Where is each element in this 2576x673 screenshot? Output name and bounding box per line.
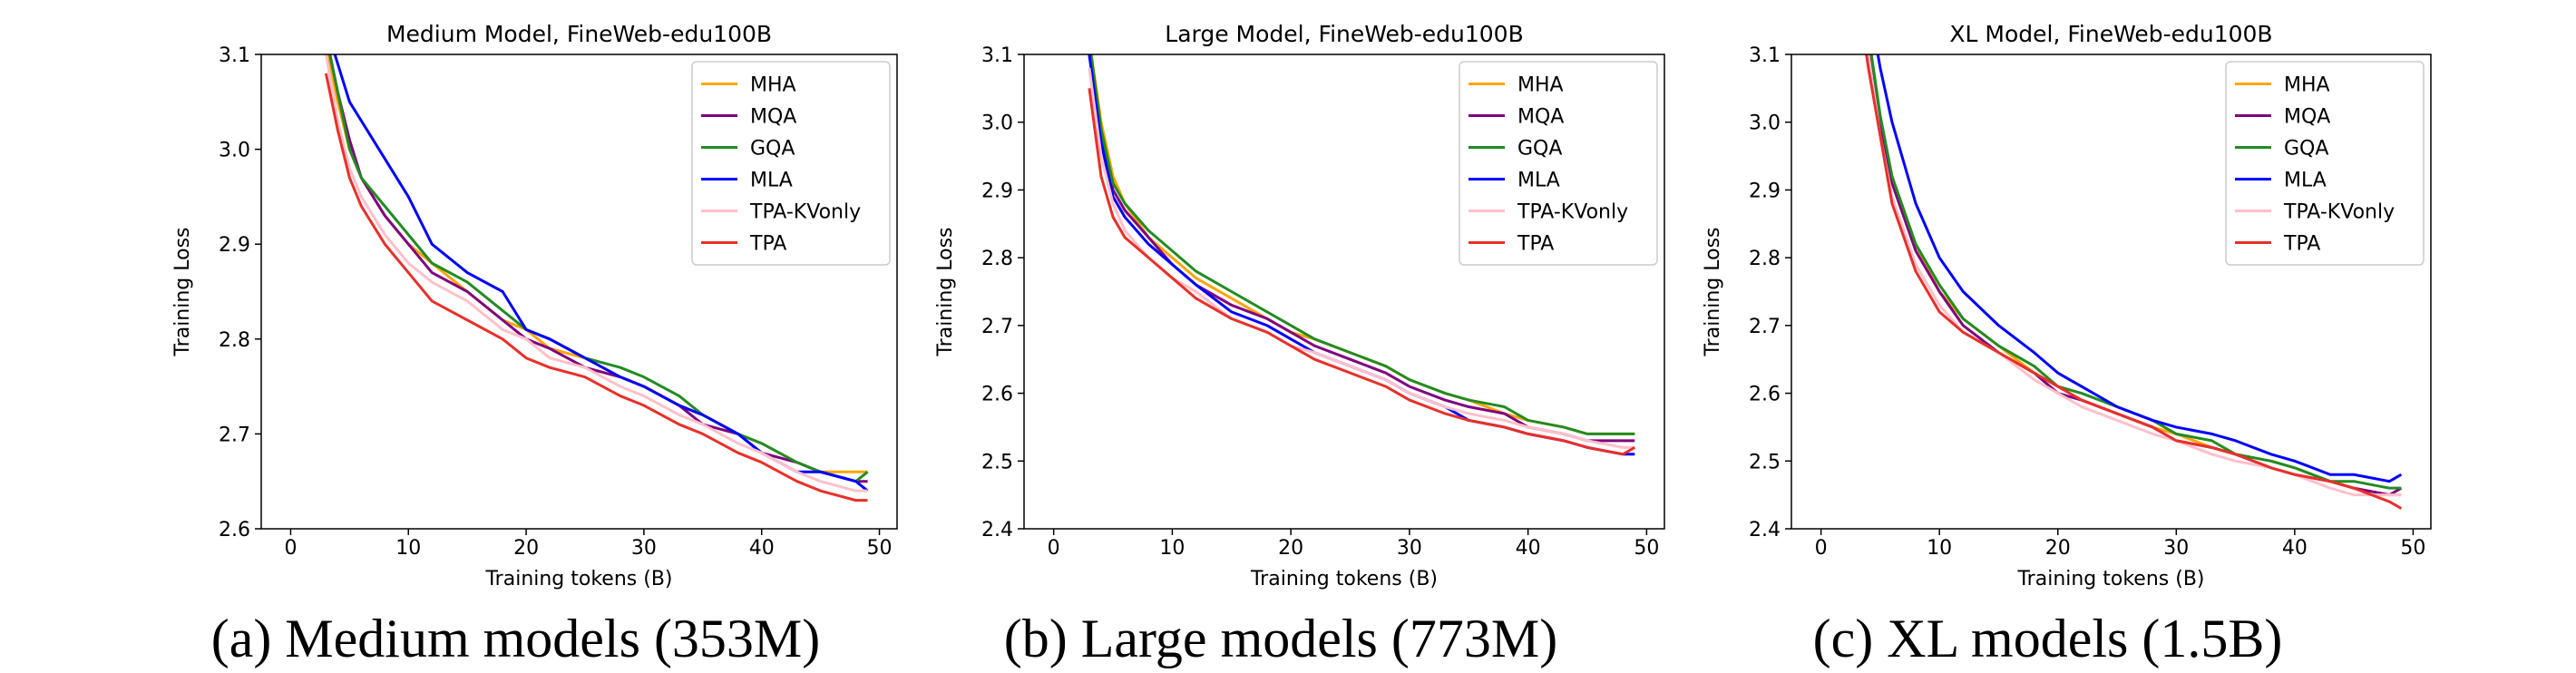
x-tick-label: 20: [1278, 537, 1303, 560]
axes-frame: [260, 54, 898, 530]
series-line: [1089, 54, 1635, 435]
y-tick-label: 3.1: [219, 44, 250, 67]
legend-label: MQA: [750, 106, 796, 129]
y-tick-label: 2.9: [981, 180, 1013, 202]
x-tick-label: 30: [2163, 537, 2189, 560]
x-tick-label: 20: [513, 537, 539, 560]
legend: MHA MQA GQA MLA TPA-KVonly TPA: [1459, 61, 1658, 266]
y-tick-label: 2.7: [1749, 316, 1781, 338]
legend-label: MQA: [2284, 106, 2330, 129]
legend-label: GQA: [1517, 138, 1562, 161]
legend-label: MLA: [1517, 170, 1560, 192]
y-tick-label: 2.6: [219, 519, 250, 541]
plot-lines: [324, 54, 869, 502]
y-tick-label: 2.4: [1749, 519, 1781, 541]
x-tick-label: 0: [1815, 537, 1828, 560]
x-tick-label: 0: [1048, 537, 1060, 560]
legend-label: GQA: [2284, 138, 2328, 161]
x-axis-label: Training tokens (B): [484, 568, 672, 590]
subplot: 0 10 20 30 40 50 2.6 2.7 2.8 2.9 3.0 3.1 Medium Mode…: [171, 21, 898, 668]
x-tick-label: 40: [749, 537, 775, 560]
x-tick-label: 10: [1159, 537, 1185, 560]
x-tick-label: 30: [1397, 537, 1422, 560]
x-tick-label: 10: [1927, 537, 1952, 560]
legend-label: MLA: [2284, 170, 2327, 192]
y-tick-label: 2.9: [219, 234, 250, 257]
y-tick-label: 2.8: [1749, 248, 1781, 270]
legend-label: GQA: [750, 138, 795, 161]
x-tick-label: 40: [1516, 537, 1541, 560]
legend-label: TPA: [749, 233, 786, 256]
x-tick-label: 50: [1634, 537, 1659, 560]
series-line: [1876, 54, 2403, 483]
y-tick-label: 3.0: [981, 112, 1013, 135]
series-line: [1088, 88, 1636, 456]
chart-title: Large Model, FineWeb-edu100B: [1165, 21, 1523, 47]
series-line: [1867, 54, 2402, 497]
legend-label: MHA: [1517, 74, 1564, 97]
legend-box: [2225, 61, 2425, 266]
y-axis-label: Training Loss: [934, 227, 957, 356]
y-axis-label: Training Loss: [1702, 227, 1724, 356]
chart-title: XL Model, FineWeb-edu100B: [1949, 21, 2272, 47]
x-tick-label: 50: [867, 537, 893, 560]
legend-label: TPA-KVonly: [1517, 201, 1628, 224]
y-tick-label: 2.5: [981, 451, 1013, 473]
y-tick-label: 2.7: [219, 424, 250, 446]
legend-label: MHA: [2284, 74, 2330, 97]
series-line: [1088, 67, 1635, 449]
y-tick-label: 2.6: [1749, 384, 1781, 406]
y-tick-label: 3.0: [219, 140, 250, 162]
x-tick-label: 40: [2282, 537, 2308, 560]
y-tick-label: 2.5: [1749, 451, 1781, 473]
legend-label: TPA-KVonly: [2283, 201, 2395, 224]
x-tick-label: 50: [2400, 537, 2425, 560]
series-line: [1869, 54, 2402, 490]
y-axis-label: Training Loss: [171, 227, 194, 356]
legend: MHA MQA GQA MLA TPA-KVonly TPA: [2225, 61, 2425, 266]
y-tick-label: 2.6: [981, 384, 1013, 406]
axes-frame: [1023, 54, 1665, 530]
legend-label: MLA: [750, 170, 793, 192]
series-line: [328, 54, 868, 483]
y-tick-label: 2.8: [219, 329, 250, 352]
x-tick-label: 0: [284, 537, 297, 560]
legend-label: TPA: [2283, 233, 2320, 256]
plot-lines: [1088, 54, 1636, 456]
legend-label: MHA: [750, 74, 796, 97]
plot-lines: [1865, 54, 2403, 510]
legend-label: TPA-KVonly: [749, 201, 861, 224]
subplot: 0 10 20 30 40 50 2.4 2.5 2.6 2.7 2.8 2.9 3.0 3.1 Large…: [934, 21, 1665, 668]
legend-label: TPA: [1517, 233, 1554, 256]
legend-box: [1459, 61, 1658, 266]
y-tick-label: 3.0: [1749, 112, 1781, 135]
chart-title: Medium Model, FineWeb-edu100B: [386, 21, 772, 47]
y-tick-label: 3.1: [1749, 44, 1781, 67]
caption: (a) Medium models (353M): [211, 609, 821, 668]
caption: (c) XL models (1.5B): [1813, 609, 2283, 668]
series-line: [324, 54, 868, 493]
legend-box: [691, 61, 891, 266]
x-axis-label: Training tokens (B): [2016, 568, 2204, 590]
axes-frame: [1791, 54, 2432, 530]
y-tick-label: 2.4: [981, 519, 1013, 541]
series-line: [324, 73, 868, 502]
y-tick-label: 3.1: [981, 44, 1013, 67]
x-tick-label: 10: [395, 537, 421, 560]
x-tick-label: 30: [631, 537, 657, 560]
series-line: [1865, 54, 2403, 510]
legend: MHA MQA GQA MLA TPA-KVonly TPA: [691, 61, 891, 266]
caption: (b) Large models (773M): [1004, 609, 1557, 668]
y-tick-label: 2.9: [1749, 180, 1781, 202]
y-tick-label: 2.7: [981, 316, 1013, 338]
y-tick-label: 2.8: [981, 248, 1013, 270]
subplot: 0 10 20 30 40 50 2.4 2.5 2.6 2.7 2.8 2.9 3.0 3.1 XL Mo…: [1702, 21, 2432, 668]
legend-label: MQA: [1517, 106, 1564, 129]
x-tick-label: 20: [2045, 537, 2071, 560]
x-axis-label: Training tokens (B): [1250, 568, 1438, 590]
